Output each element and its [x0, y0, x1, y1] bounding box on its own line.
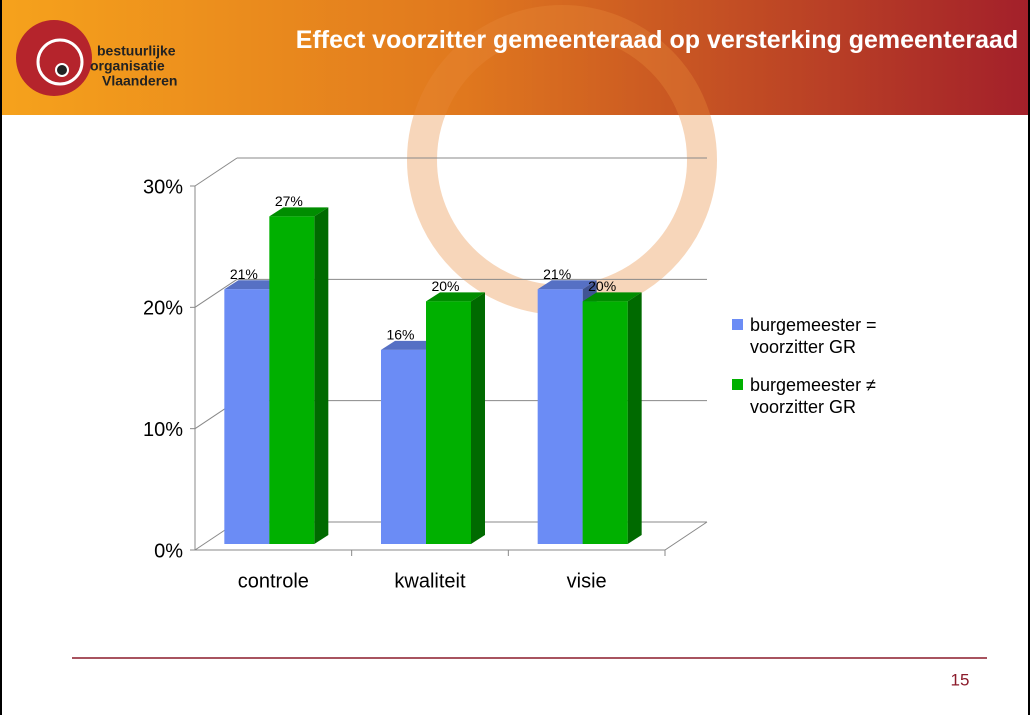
legend-swatch	[732, 319, 743, 330]
data-label: 20%	[588, 278, 616, 294]
bar-front	[537, 289, 583, 544]
y-tick-label: 20%	[143, 298, 183, 320]
bar-top	[224, 280, 284, 290]
x-tick-label: controle	[238, 570, 309, 592]
legend-entry: burgemeester = voorzitter GR	[732, 314, 922, 358]
page-number: 15	[951, 670, 970, 689]
bar-side	[314, 207, 329, 544]
grid-line	[194, 157, 238, 187]
y-tick-label: 30%	[143, 176, 183, 198]
bar-front	[582, 301, 628, 544]
data-label: 16%	[386, 327, 414, 343]
logo-text: Vlaanderen	[102, 73, 177, 89]
legend-swatch	[732, 379, 743, 390]
bar-side	[627, 292, 642, 544]
data-label: 21%	[543, 266, 571, 282]
bar-top	[426, 292, 485, 302]
header-band	[2, 0, 1028, 115]
x-tick-label: kwaliteit	[394, 570, 466, 592]
bar	[582, 292, 642, 544]
y-tick-label: 10%	[143, 419, 183, 441]
bar	[269, 207, 329, 544]
bar-side	[471, 292, 485, 544]
bar-top	[269, 207, 329, 217]
data-label: 21%	[230, 266, 258, 282]
data-label: 20%	[431, 278, 459, 294]
bar-front	[426, 301, 471, 544]
logo-text: organisatie	[90, 58, 165, 74]
legend-label: burgemeester = voorzitter GR	[750, 315, 877, 357]
bar-front	[381, 349, 426, 544]
chart-title: Effect voorzitter gemeenteraad op verste…	[295, 26, 1019, 54]
bar-top	[537, 280, 597, 290]
bar	[426, 292, 485, 544]
legend-label: burgemeester ≠ voorzitter GR	[750, 375, 876, 417]
legend-entry: burgemeester ≠ voorzitter GR	[732, 374, 922, 418]
logo-dot	[55, 63, 69, 77]
bar-top	[381, 340, 440, 350]
logo-circle	[16, 20, 92, 96]
logo-text: bestuurlijke	[97, 43, 176, 59]
bar-front	[224, 289, 270, 544]
x-tick-label: visie	[567, 570, 607, 592]
grid-line	[194, 278, 238, 308]
bar-front	[269, 216, 315, 544]
logo-ring	[36, 38, 84, 86]
y-tick-label: 0%	[154, 540, 183, 562]
bar-top	[582, 292, 642, 302]
data-label: 27%	[275, 193, 303, 209]
